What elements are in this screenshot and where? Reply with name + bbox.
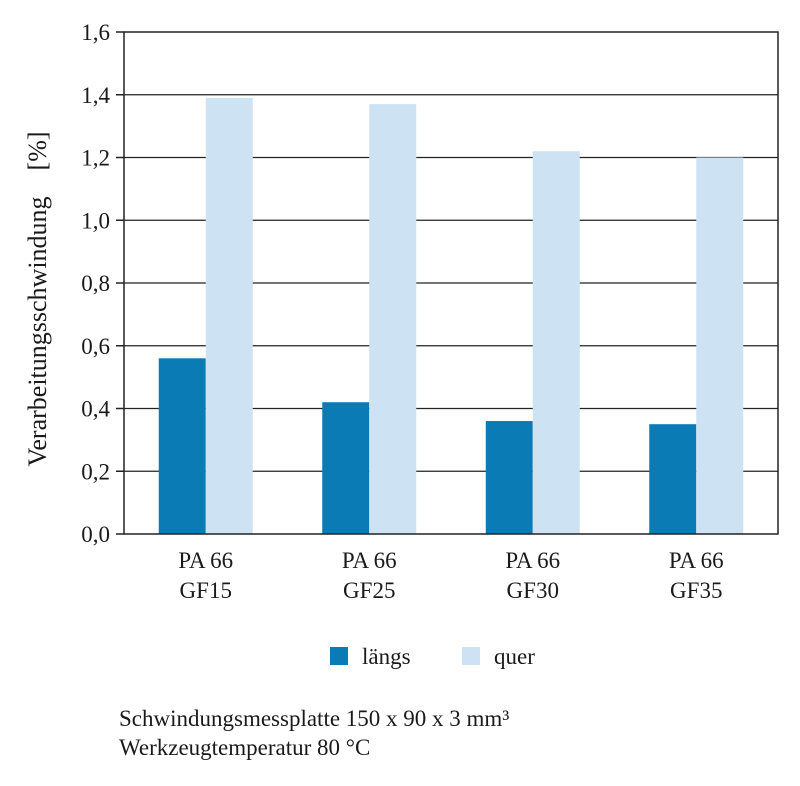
y-tick-label: 0,0 <box>81 522 110 547</box>
bar-quer <box>205 97 253 534</box>
legend-swatch-quer <box>462 647 480 665</box>
footnotes: Schwindungsmessplatte 150 x 90 x 3 mm³ W… <box>119 704 509 762</box>
y-tick-label: 0,4 <box>81 397 110 422</box>
y-tick-label: 1,0 <box>81 208 110 233</box>
bar-laengs <box>322 402 370 534</box>
x-tick-label: PA 66 <box>342 548 397 573</box>
legend-swatch-laengs <box>330 647 348 665</box>
bar-quer <box>532 151 580 534</box>
x-tick-label: PA 66 <box>669 548 724 573</box>
y-tick-label: 0,6 <box>81 334 110 359</box>
y-axis-ticks: 0,0 0,2 0,4 0,6 0,8 1,0 1,2 1,4 1,6 <box>81 20 124 547</box>
bars <box>158 97 744 534</box>
y-tick-label: 0,8 <box>81 271 110 296</box>
bar-laengs <box>649 424 697 534</box>
legend-label-quer: quer <box>494 644 535 669</box>
y-tick-label: 0,2 <box>81 459 110 484</box>
x-tick-label: GF30 <box>507 578 559 603</box>
y-tick-label: 1,4 <box>81 83 110 108</box>
x-tick-label: GF25 <box>343 578 395 603</box>
legend-label-laengs: längs <box>362 644 411 669</box>
x-tick-label: PA 66 <box>505 548 560 573</box>
footnote-specimen: Schwindungsmessplatte 150 x 90 x 3 mm³ <box>119 706 510 731</box>
y-tick-label: 1,6 <box>81 20 110 45</box>
bar-laengs <box>485 421 533 534</box>
footnote-mold-temperature: Werkzeugtemperatur 80 °C <box>119 735 371 760</box>
x-tick-label: GF15 <box>180 578 232 603</box>
bar-quer <box>369 104 417 534</box>
y-axis-label: Verarbeitungsschwindung [%] <box>23 131 52 466</box>
bar-quer <box>696 157 744 534</box>
x-tick-label: PA 66 <box>178 548 233 573</box>
x-axis-ticks: PA 66 GF15 PA 66 GF25 PA 66 GF30 PA 66 GF35 <box>178 548 723 603</box>
x-tick-label: GF35 <box>670 578 722 603</box>
bar-laengs <box>158 358 206 534</box>
bar-chart: 0,00,20,40,60,81,01,21,41,6 PA 66GF15PA … <box>23 20 779 669</box>
legend: längs quer <box>330 644 535 669</box>
y-tick-label: 1,2 <box>81 146 110 171</box>
